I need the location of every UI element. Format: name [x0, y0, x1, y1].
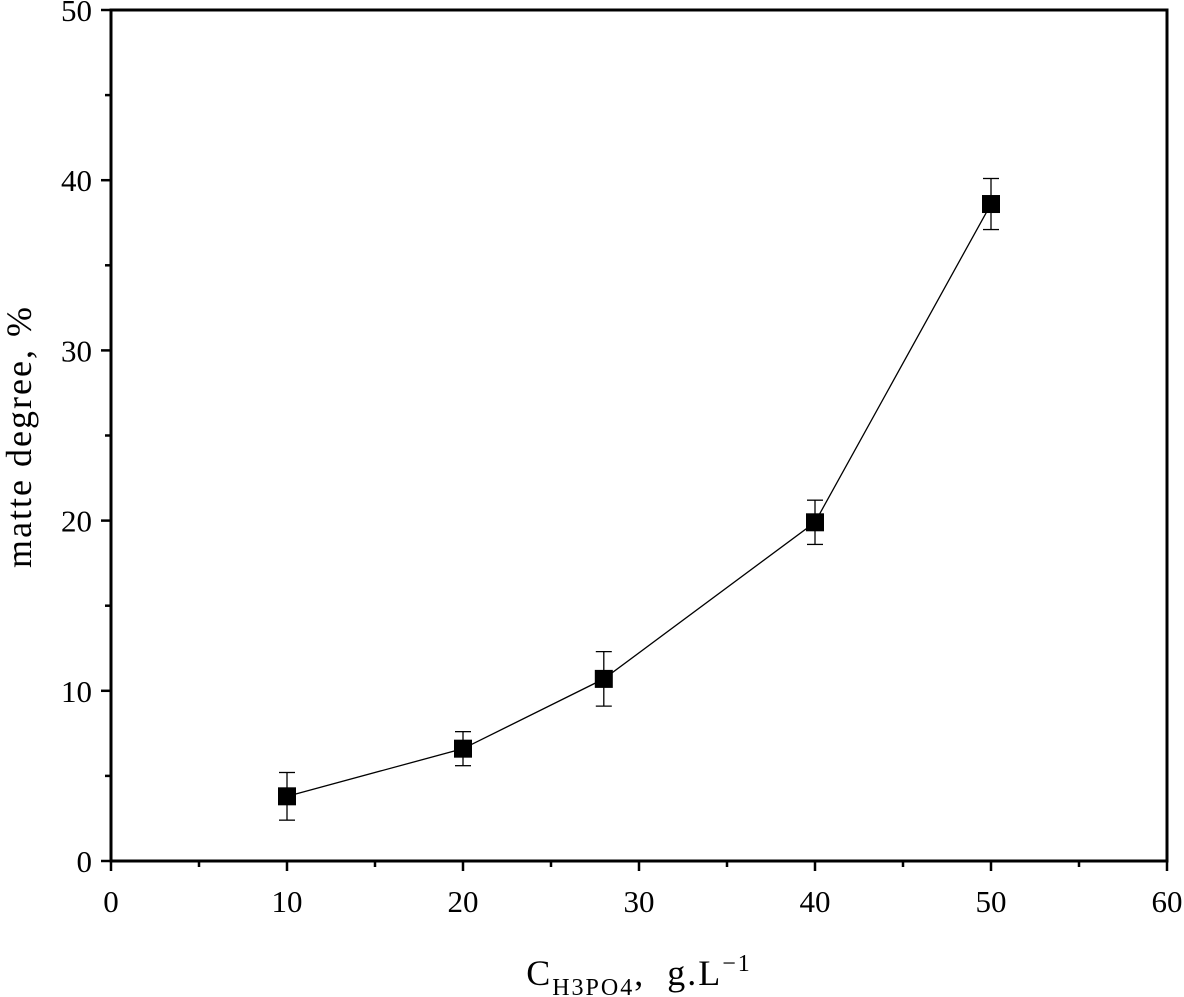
- tick-labels-layer: 0 10 20 30 40 50 60 0 10 20 30 40 50: [61, 0, 1183, 919]
- x-tick-label: 20: [448, 884, 479, 919]
- x-tick-label: 0: [103, 884, 119, 919]
- ticks-layer: [101, 8, 1169, 871]
- data-point: [806, 513, 824, 532]
- x-tick-label: 10: [272, 884, 303, 919]
- x-axis-title-main: C: [526, 953, 552, 993]
- series-line: [286, 203, 992, 797]
- series-layer: [278, 177, 1000, 821]
- plot-frame: [109, 8, 1169, 863]
- y-tick-label: 0: [77, 844, 93, 879]
- data-point: [982, 195, 1000, 214]
- y-tick-label: 10: [61, 674, 92, 709]
- y-axis-title: matte degree, %: [0, 305, 39, 568]
- x-tick-label: 40: [800, 884, 831, 919]
- x-tick-label: 60: [1152, 884, 1183, 919]
- y-tick-label: 40: [61, 163, 92, 198]
- x-axis-title-rest: , g.L: [634, 953, 722, 993]
- data-point: [278, 787, 296, 806]
- x-tick-label: 30: [624, 884, 655, 919]
- x-axis-title-subscript: H3PO4: [552, 975, 634, 997]
- y-tick-label: 50: [61, 0, 92, 28]
- data-point: [454, 739, 472, 758]
- x-tick-label: 50: [976, 884, 1007, 919]
- y-tick-label: 30: [61, 333, 92, 368]
- data-point: [594, 669, 613, 688]
- y-tick-label: 20: [61, 504, 92, 539]
- x-axis-title-superscript: −1: [722, 951, 752, 977]
- x-axis-title: CH3PO4, g.L−1: [526, 951, 752, 997]
